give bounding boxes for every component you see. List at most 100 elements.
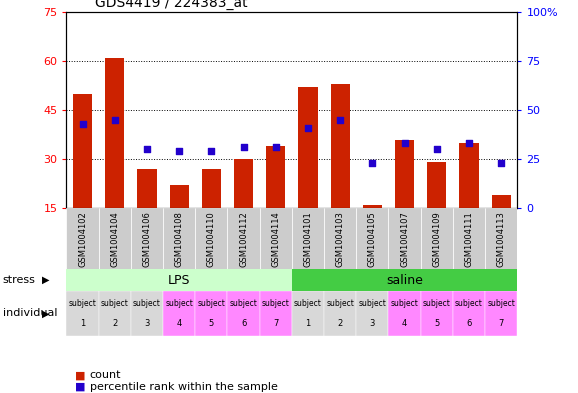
Text: subject: subject: [165, 299, 193, 308]
Point: [110, 117, 120, 123]
Text: GSM1004114: GSM1004114: [271, 211, 280, 266]
Bar: [66, 291, 99, 336]
Point: [78, 121, 87, 127]
Point: [271, 144, 280, 151]
Bar: [163, 291, 195, 336]
Bar: [195, 291, 228, 336]
Text: 7: 7: [498, 319, 504, 328]
Bar: [138, 169, 157, 208]
Bar: [99, 291, 131, 336]
Text: GSM1004111: GSM1004111: [465, 211, 473, 266]
Text: subject: subject: [133, 299, 161, 308]
Text: subject: subject: [391, 299, 418, 308]
Bar: [260, 291, 292, 336]
Text: 5: 5: [209, 319, 214, 328]
Point: [303, 125, 313, 131]
Bar: [491, 195, 511, 208]
Text: GSM1004112: GSM1004112: [239, 211, 248, 266]
Bar: [298, 87, 318, 208]
Text: subject: subject: [198, 299, 225, 308]
Point: [336, 117, 345, 123]
Bar: [324, 208, 356, 269]
Bar: [105, 58, 124, 208]
Text: GSM1004107: GSM1004107: [400, 211, 409, 267]
Text: 3: 3: [370, 319, 375, 328]
Text: stress: stress: [3, 275, 36, 285]
Bar: [131, 291, 163, 336]
Text: 3: 3: [144, 319, 150, 328]
Text: subject: subject: [326, 299, 354, 308]
Point: [464, 140, 473, 147]
Text: subject: subject: [229, 299, 258, 308]
Point: [239, 144, 248, 151]
Text: 6: 6: [241, 319, 246, 328]
Bar: [324, 291, 356, 336]
Bar: [266, 146, 286, 208]
Bar: [388, 291, 421, 336]
Point: [368, 160, 377, 166]
Text: 2: 2: [112, 319, 117, 328]
Point: [400, 140, 409, 147]
Text: 1: 1: [305, 319, 310, 328]
Bar: [195, 208, 228, 269]
Point: [432, 146, 442, 152]
Text: GSM1004101: GSM1004101: [303, 211, 313, 266]
Bar: [485, 291, 517, 336]
Bar: [73, 94, 92, 208]
Bar: [228, 291, 260, 336]
Text: 2: 2: [338, 319, 343, 328]
Text: subject: subject: [358, 299, 386, 308]
Text: 1: 1: [80, 319, 85, 328]
Bar: [99, 208, 131, 269]
Text: count: count: [90, 370, 121, 380]
Bar: [356, 208, 388, 269]
Text: subject: subject: [101, 299, 129, 308]
Bar: [363, 205, 382, 208]
Bar: [234, 159, 253, 208]
Text: ■: ■: [75, 370, 86, 380]
Text: GSM1004109: GSM1004109: [432, 211, 441, 266]
Bar: [427, 162, 446, 208]
Text: GSM1004110: GSM1004110: [207, 211, 216, 266]
Text: subject: subject: [423, 299, 451, 308]
Text: 4: 4: [176, 319, 182, 328]
Bar: [421, 291, 453, 336]
Text: GDS4419 / 224383_at: GDS4419 / 224383_at: [95, 0, 248, 10]
Bar: [66, 208, 99, 269]
Bar: [260, 208, 292, 269]
Text: 4: 4: [402, 319, 407, 328]
Bar: [460, 143, 479, 208]
Text: subject: subject: [455, 299, 483, 308]
Bar: [453, 208, 485, 269]
Bar: [331, 84, 350, 208]
Text: GSM1004113: GSM1004113: [497, 211, 506, 267]
Text: subject: subject: [262, 299, 290, 308]
Text: subject: subject: [69, 299, 97, 308]
Text: subject: subject: [294, 299, 322, 308]
Bar: [421, 208, 453, 269]
Bar: [228, 208, 260, 269]
Point: [207, 148, 216, 154]
Bar: [388, 208, 421, 269]
Text: ▶: ▶: [42, 309, 49, 318]
Point: [175, 148, 184, 154]
Bar: [131, 208, 163, 269]
Text: 7: 7: [273, 319, 279, 328]
Text: GSM1004102: GSM1004102: [78, 211, 87, 266]
Bar: [395, 140, 414, 208]
Text: percentile rank within the sample: percentile rank within the sample: [90, 382, 277, 392]
Text: saline: saline: [386, 274, 423, 286]
Bar: [485, 208, 517, 269]
Bar: [202, 169, 221, 208]
Text: 6: 6: [466, 319, 472, 328]
Bar: [356, 291, 388, 336]
Text: 5: 5: [434, 319, 439, 328]
Bar: [292, 208, 324, 269]
Bar: [292, 269, 517, 291]
Text: GSM1004104: GSM1004104: [110, 211, 119, 266]
Bar: [163, 208, 195, 269]
Point: [142, 146, 151, 152]
Bar: [169, 185, 189, 208]
Point: [497, 160, 506, 166]
Text: GSM1004105: GSM1004105: [368, 211, 377, 266]
